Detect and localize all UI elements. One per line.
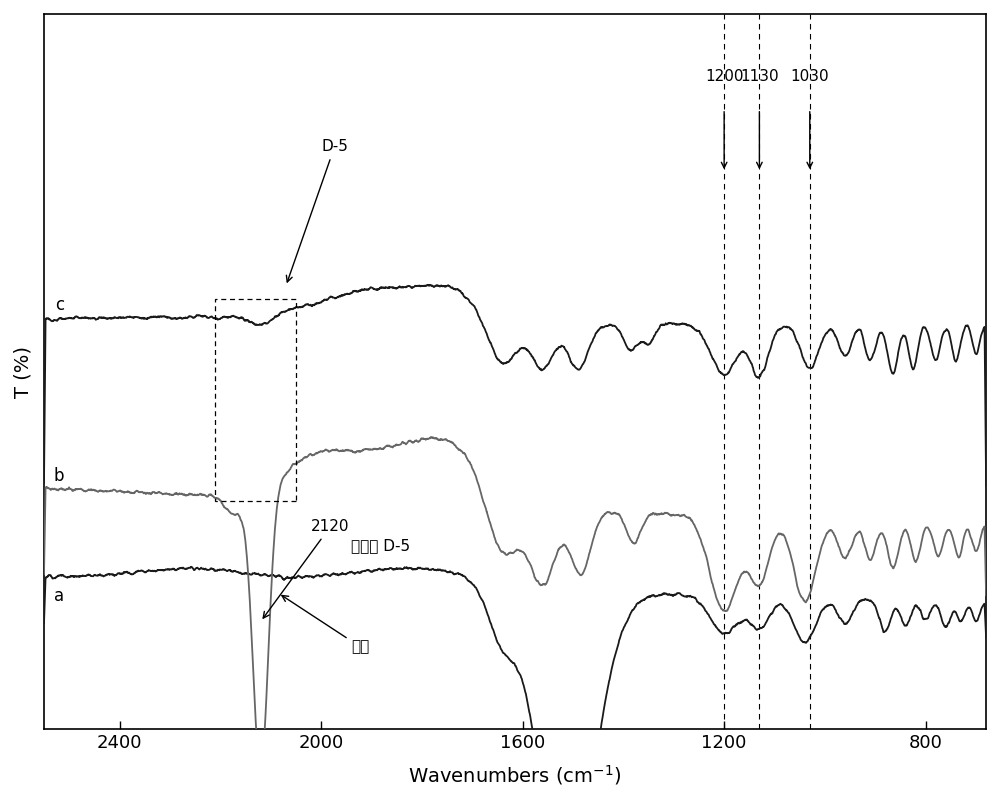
Text: a: a — [54, 587, 64, 606]
Text: 1030: 1030 — [790, 69, 829, 83]
Text: c: c — [55, 296, 64, 314]
X-axis label: Wavenumbers (cm$^{-1}$): Wavenumbers (cm$^{-1}$) — [408, 763, 622, 787]
Y-axis label: T (%): T (%) — [14, 345, 33, 397]
Text: 2120: 2120 — [263, 519, 350, 618]
Text: 1200: 1200 — [705, 69, 743, 83]
Text: b: b — [54, 467, 64, 485]
Bar — [215, 299, 296, 501]
Text: 未交联 D-5: 未交联 D-5 — [351, 538, 410, 553]
Text: 原膜: 原膜 — [282, 595, 370, 654]
Text: D-5: D-5 — [286, 139, 348, 282]
Text: 1130: 1130 — [740, 69, 779, 83]
